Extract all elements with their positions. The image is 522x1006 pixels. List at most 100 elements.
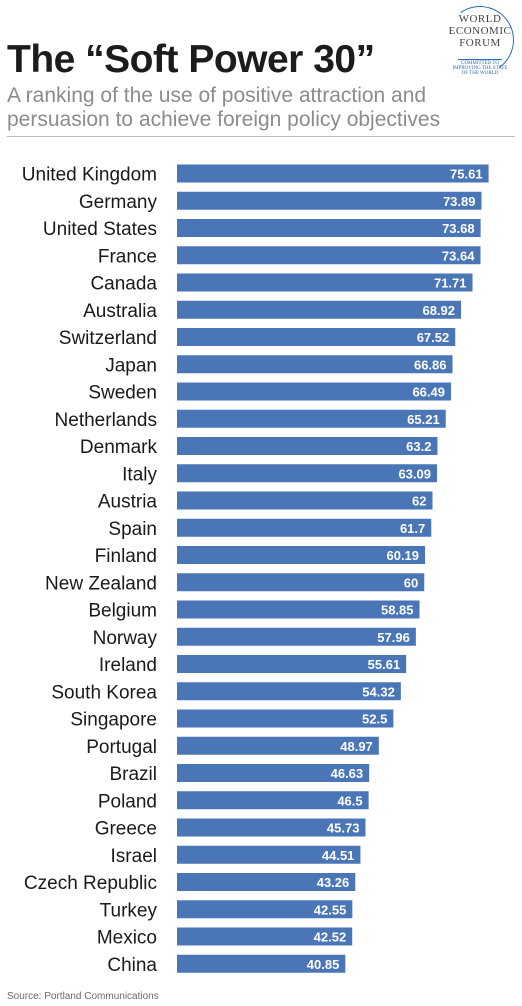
category-label-greece: Greece — [95, 819, 157, 840]
value-label-italy: 63.09 — [398, 466, 431, 481]
bar-australia — [177, 300, 462, 319]
chart-subtitle: A ranking of the use of positive attract… — [7, 84, 441, 131]
value-label-netherlands: 65.21 — [407, 412, 440, 427]
bar-new-zealand — [177, 573, 425, 592]
bar-brazil — [177, 764, 370, 782]
value-label-poland: 46.5 — [337, 793, 362, 808]
category-label-singapore: Singapore — [70, 710, 157, 731]
category-label-united-states: United States — [43, 219, 157, 240]
category-label-spain: Spain — [108, 519, 157, 540]
value-label-germany: 73.89 — [443, 194, 476, 209]
value-label-sweden: 66.49 — [412, 385, 445, 400]
value-label-greece: 45.73 — [327, 821, 360, 836]
bar-ireland — [177, 655, 407, 673]
category-label-japan: Japan — [105, 355, 157, 376]
logo-rule — [458, 59, 502, 60]
bar-austria — [177, 491, 433, 510]
value-label-singapore: 52.5 — [362, 712, 387, 727]
value-label-united-states: 73.68 — [442, 221, 475, 236]
category-label-new-zealand: New Zealand — [45, 573, 157, 594]
value-label-new-zealand: 60 — [404, 575, 418, 590]
bar-france — [177, 246, 481, 265]
category-label-united-kingdom: United Kingdom — [22, 165, 157, 186]
bar-finland — [177, 546, 426, 564]
bar-netherlands — [177, 409, 446, 428]
logo-motto-1: COMMITTED TO — [460, 61, 499, 66]
bar-denmark — [177, 437, 438, 455]
category-label-brazil: Brazil — [109, 764, 157, 785]
logo-text-world: WORLD — [458, 13, 502, 25]
category-label-netherlands: Netherlands — [55, 410, 157, 431]
value-label-turkey: 42.55 — [314, 902, 347, 917]
logo-motto-2: IMPROVING THE STATE — [452, 66, 508, 71]
bar-south-korea — [177, 682, 401, 701]
value-label-australia: 68.92 — [422, 303, 455, 318]
category-label-germany: Germany — [79, 192, 158, 213]
category-label-ireland: Ireland — [99, 655, 157, 676]
value-label-france: 73.64 — [442, 248, 475, 263]
bar-sweden — [177, 382, 452, 401]
bar-united-states — [177, 219, 481, 237]
category-label-sweden: Sweden — [88, 383, 157, 404]
category-label-switzerland: Switzerland — [59, 328, 157, 349]
bar-canada — [177, 273, 473, 292]
category-label-australia: Australia — [83, 301, 157, 322]
category-label-finland: Finland — [95, 546, 157, 567]
category-label-austria: Austria — [98, 492, 158, 513]
bar-japan — [177, 355, 453, 374]
value-label-switzerland: 67.52 — [417, 330, 450, 345]
bar-poland — [177, 791, 369, 810]
category-label-canada: Canada — [90, 274, 157, 295]
category-label-poland: Poland — [98, 791, 157, 812]
value-label-ireland: 55.61 — [368, 657, 401, 672]
value-label-portugal: 48.97 — [340, 739, 373, 754]
source-note: Source: Portland Communications — [7, 991, 159, 1002]
value-label-finland: 60.19 — [386, 548, 419, 563]
bar-italy — [177, 464, 437, 483]
category-label-denmark: Denmark — [80, 437, 158, 458]
bar-turkey — [177, 900, 353, 919]
category-label-france: France — [98, 246, 157, 267]
value-label-czech-republic: 43.26 — [317, 875, 350, 890]
bar-singapore — [177, 709, 394, 728]
value-label-israel: 44.51 — [322, 848, 355, 863]
header-divider — [7, 136, 515, 137]
bar-mexico — [177, 927, 353, 946]
value-label-mexico: 42.52 — [314, 930, 347, 945]
bar-czech-republic — [177, 873, 356, 891]
value-label-denmark: 63.2 — [406, 439, 431, 454]
logo-text-forum: FORUM — [459, 37, 501, 49]
value-label-canada: 71.71 — [434, 276, 467, 291]
wef-logo: WORLD ECONOMIC FORUM COMMITTED TO IMPROV… — [440, 0, 520, 80]
value-label-belgium: 58.85 — [381, 603, 414, 618]
value-label-norway: 57.96 — [377, 630, 410, 645]
bar-germany — [177, 191, 482, 210]
bar-israel — [177, 845, 361, 864]
category-label-belgium: Belgium — [88, 601, 157, 622]
category-label-turkey: Turkey — [100, 900, 158, 921]
category-label-mexico: Mexico — [97, 928, 157, 949]
value-label-united-kingdom: 75.61 — [450, 167, 483, 182]
bar-portugal — [177, 736, 379, 755]
value-label-south-korea: 54.32 — [362, 684, 395, 699]
logo-motto-3: OF THE WORLD — [461, 71, 499, 76]
value-label-brazil: 46.63 — [331, 766, 364, 781]
bar-spain — [177, 518, 432, 537]
chart-title: The “Soft Power 30” — [7, 38, 375, 81]
bar-norway — [177, 627, 416, 646]
category-label-czech-republic: Czech Republic — [24, 873, 157, 894]
category-label-israel: Israel — [111, 846, 157, 867]
bar-united-kingdom — [177, 164, 489, 183]
value-label-china: 40.85 — [307, 957, 340, 972]
value-label-austria: 62 — [412, 494, 426, 509]
category-label-norway: Norway — [93, 628, 158, 649]
category-label-italy: Italy — [122, 464, 157, 485]
category-label-south-korea: South Korea — [51, 682, 157, 703]
bar-switzerland — [177, 328, 456, 346]
category-label-portugal: Portugal — [86, 737, 157, 758]
value-label-japan: 66.86 — [414, 357, 447, 372]
value-label-spain: 61.7 — [400, 521, 425, 536]
category-label-china: China — [107, 955, 157, 976]
logo-text-economic: ECONOMIC — [448, 25, 512, 37]
